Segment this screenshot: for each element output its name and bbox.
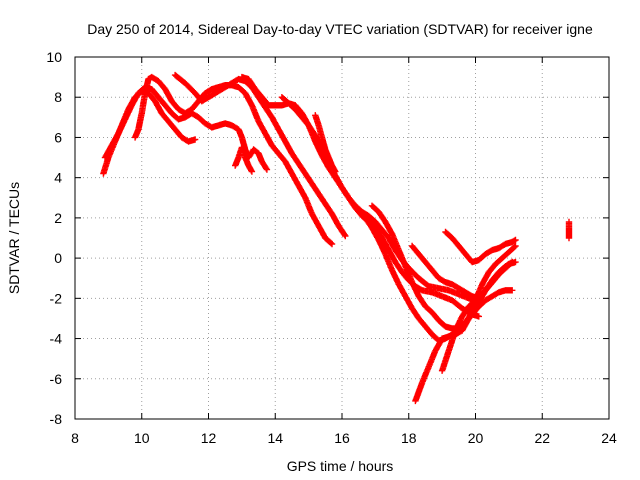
y-tick-label: -2: [50, 290, 63, 306]
y-tick-label: 4: [54, 170, 62, 186]
x-tick-label: 8: [71, 430, 79, 446]
x-tick-label: 14: [267, 430, 283, 446]
grid: [75, 57, 609, 419]
series-arc-13: [442, 228, 519, 266]
series-arc-6: [238, 73, 479, 306]
y-tick-label: 10: [46, 49, 62, 65]
x-tick-label: 20: [468, 430, 484, 446]
y-tick-label: 2: [54, 210, 62, 226]
y-tick-label: -6: [50, 371, 63, 387]
series-arc-1: [100, 88, 199, 177]
x-tick-label: 24: [601, 430, 617, 446]
y-tick-label: -4: [50, 331, 63, 347]
y-tick-label: -8: [50, 411, 63, 427]
series-arc-14: [438, 258, 519, 374]
x-axis-label: GPS time / hours: [287, 458, 394, 474]
x-tick-label: 18: [401, 430, 417, 446]
series-arc-15: [565, 218, 573, 242]
x-tick-label: 22: [534, 430, 550, 446]
y-tick-label: 0: [54, 250, 62, 266]
x-tick-label: 16: [334, 430, 350, 446]
data-point-marks: [171, 71, 349, 240]
series-arc-4: [232, 144, 256, 175]
y-tick-label: 8: [54, 89, 62, 105]
data-point-marks: [438, 258, 519, 374]
data-point-marks: [312, 112, 339, 175]
x-tick-label: 12: [201, 430, 217, 446]
y-axis-label: SDTVAR / TECUs: [6, 182, 22, 294]
data-point-marks: [442, 228, 519, 266]
y-tick-label: 6: [54, 129, 62, 145]
plot-frame: [74, 56, 610, 420]
data-marks: [100, 71, 573, 405]
data-point-marks: [131, 73, 336, 248]
chart-title: Day 250 of 2014, Sidereal Day-to-day VTE…: [87, 21, 593, 37]
data-point-marks: [100, 88, 199, 177]
x-tick-labels: 8 10 12 14 16 18 20 22 24: [71, 430, 617, 446]
data-point-marks: [565, 218, 573, 242]
series-arc-5: [171, 71, 349, 240]
data-point-marks: [238, 73, 479, 306]
series-arc-2: [101, 84, 271, 173]
series-arc-3: [131, 73, 336, 248]
y-tick-labels: -8 -6 -4 -2 0 2 4 6 8 10: [46, 49, 62, 427]
series-arc-8: [312, 112, 339, 175]
data-point-marks: [232, 144, 256, 175]
x-tick-label: 10: [134, 430, 150, 446]
data-point-marks: [101, 84, 271, 173]
